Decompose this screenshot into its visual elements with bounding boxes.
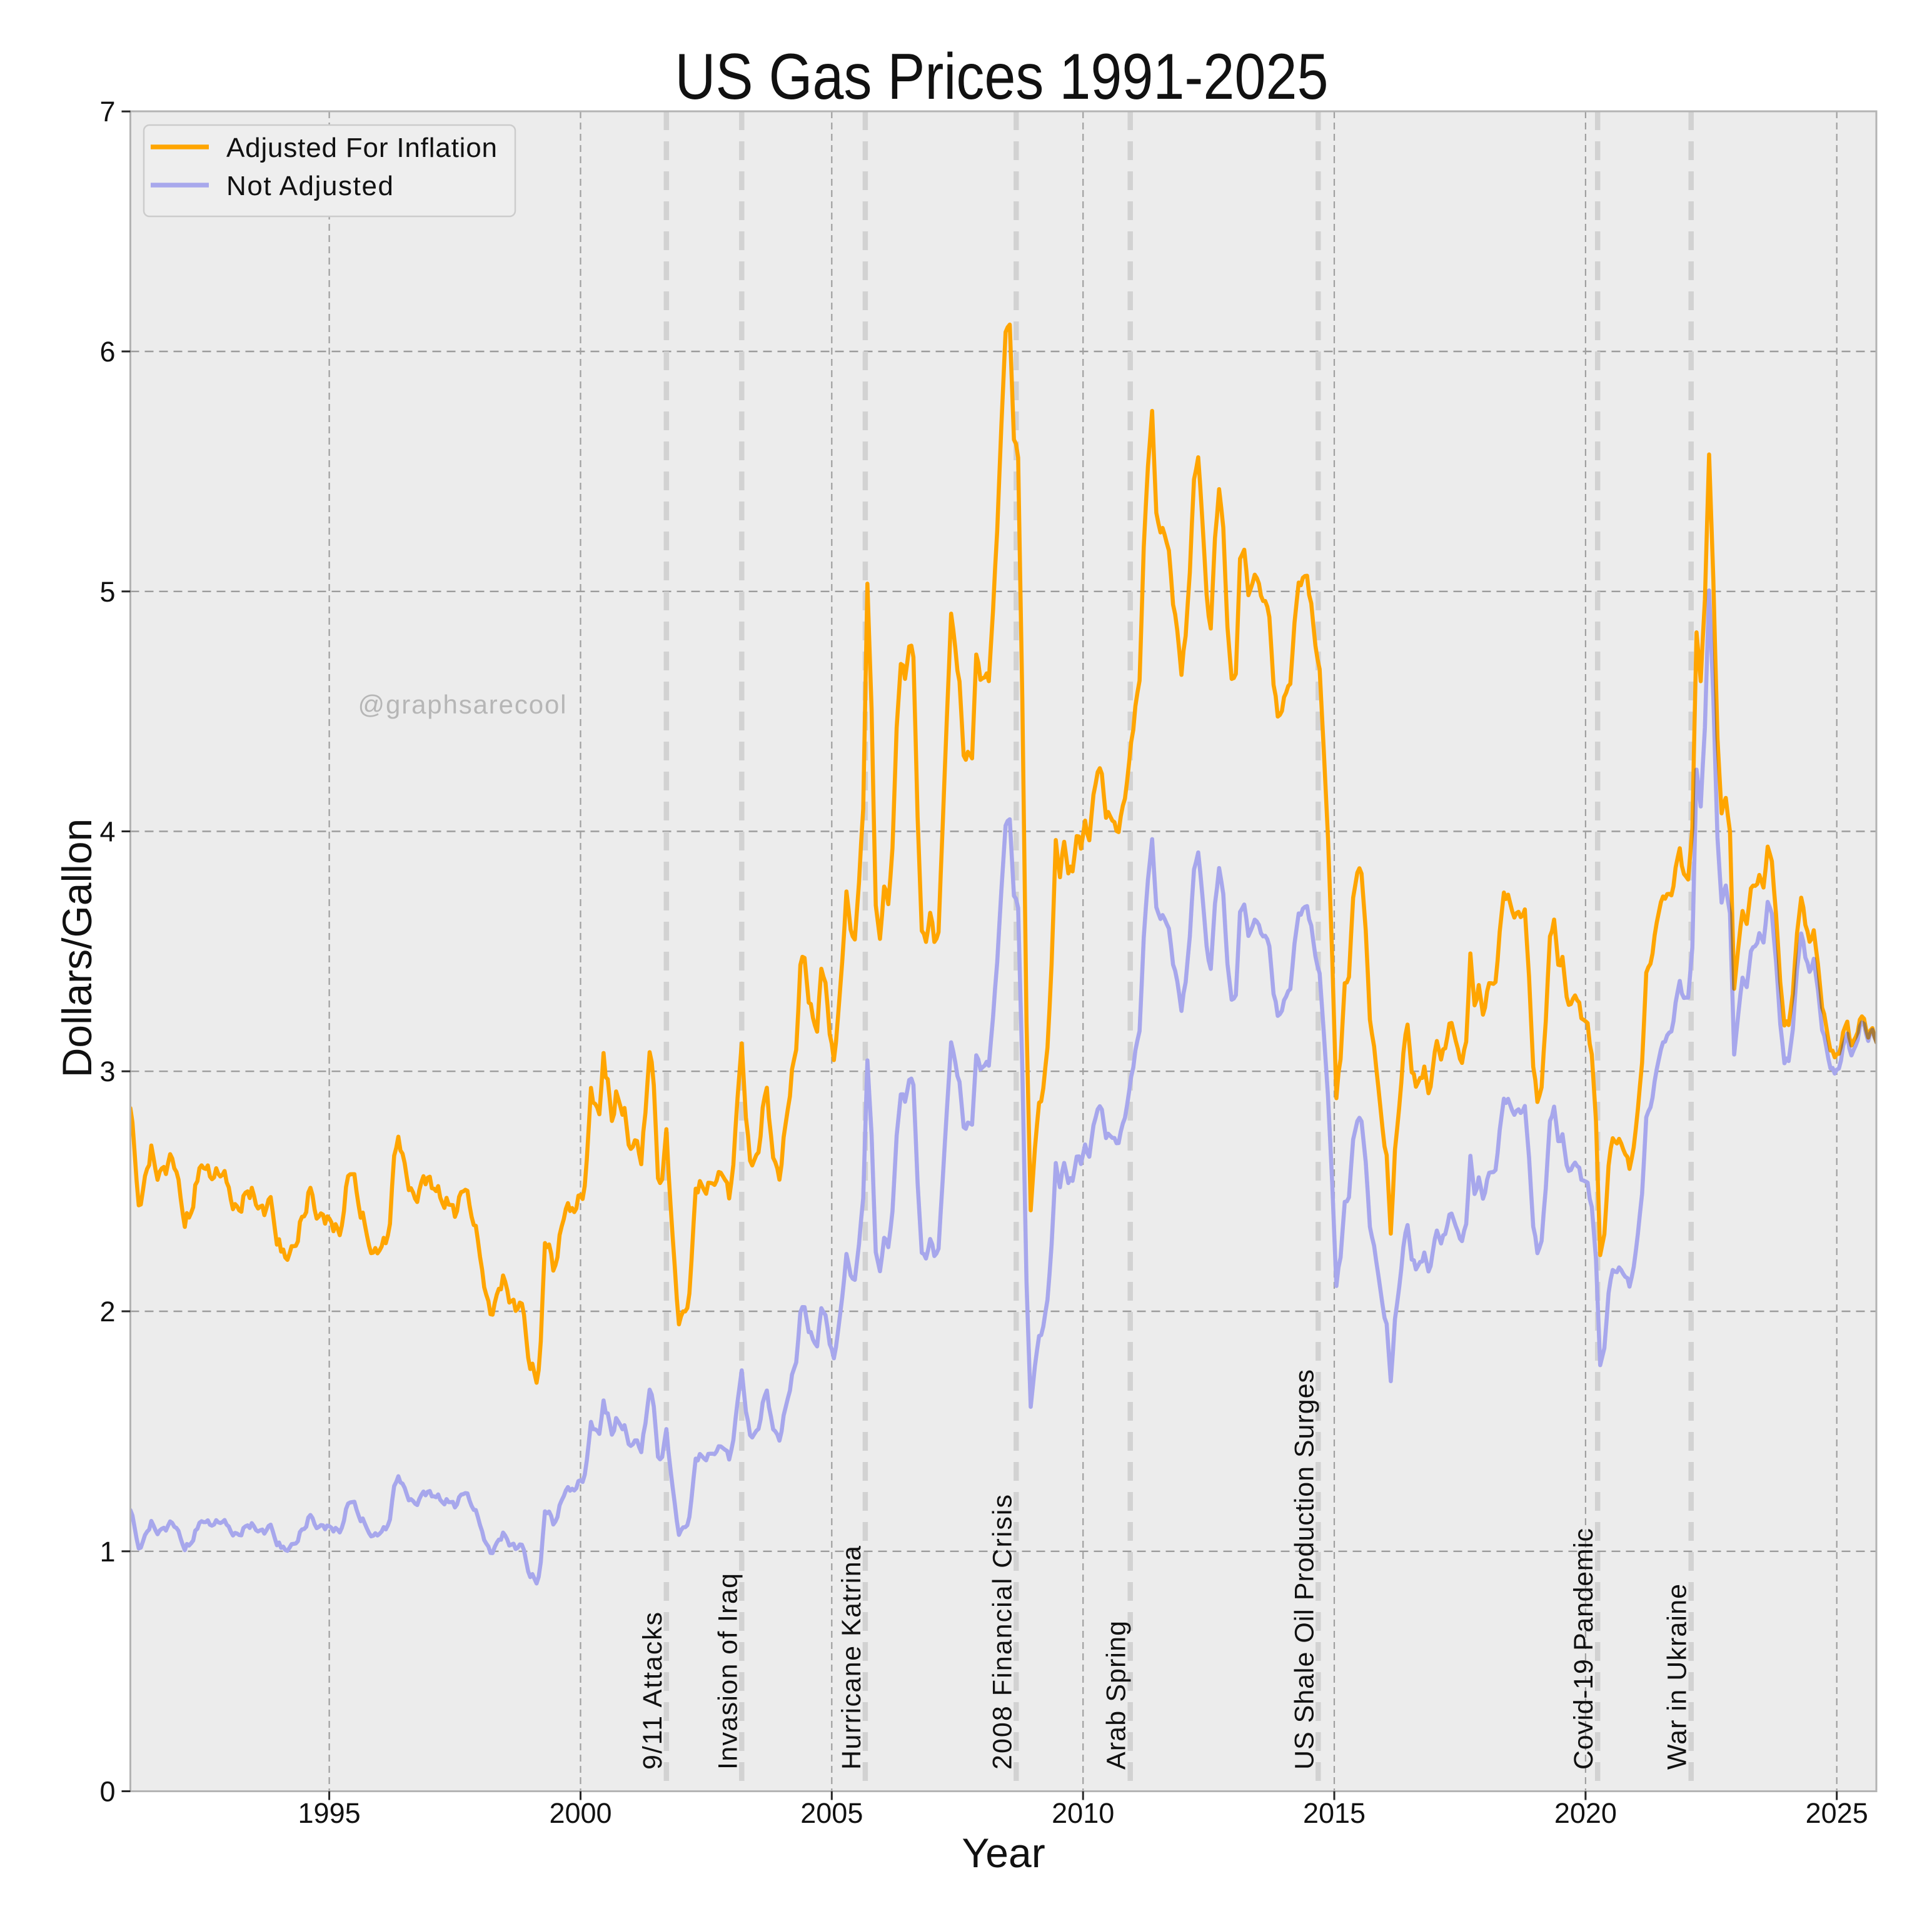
svg-text:1: 1	[99, 1536, 115, 1568]
svg-text:2025: 2025	[1806, 1797, 1868, 1829]
svg-text:4: 4	[99, 816, 115, 848]
svg-text:Hurricane Katrina: Hurricane Katrina	[837, 1546, 867, 1770]
svg-text:US Shale Oil Production Surges: US Shale Oil Production Surges	[1289, 1369, 1319, 1770]
svg-text:2010: 2010	[1052, 1797, 1114, 1829]
svg-text:7: 7	[99, 96, 115, 128]
svg-text:Adjusted For Inflation: Adjusted For Inflation	[226, 133, 497, 163]
svg-text:0: 0	[99, 1776, 115, 1808]
svg-text:2008 Financial Crisis: 2008 Financial Crisis	[987, 1495, 1017, 1770]
svg-text:2000: 2000	[549, 1797, 611, 1829]
svg-text:Arab Spring: Arab Spring	[1102, 1621, 1132, 1770]
svg-text:Invasion of Iraq: Invasion of Iraq	[713, 1573, 743, 1770]
svg-text:Dollars/Gallon: Dollars/Gallon	[54, 819, 100, 1078]
svg-text:Not Adjusted: Not Adjusted	[226, 171, 393, 201]
svg-text:6: 6	[99, 336, 115, 368]
svg-text:2: 2	[99, 1296, 115, 1328]
svg-text:Year: Year	[962, 1830, 1045, 1876]
svg-text:9/11 Attacks: 9/11 Attacks	[638, 1612, 668, 1770]
svg-text:3: 3	[99, 1056, 115, 1087]
svg-text:US Gas Prices 1991-2025: US Gas Prices 1991-2025	[675, 41, 1329, 113]
svg-text:Covid-19 Pandemic: Covid-19 Pandemic	[1569, 1528, 1599, 1770]
svg-text:5: 5	[99, 576, 115, 608]
svg-text:1995: 1995	[298, 1797, 361, 1829]
svg-text:@graphsarecool: @graphsarecool	[358, 690, 566, 719]
svg-text:2005: 2005	[800, 1797, 863, 1829]
svg-text:War in Ukraine: War in Ukraine	[1663, 1584, 1693, 1770]
svg-text:2015: 2015	[1303, 1797, 1366, 1829]
svg-text:2020: 2020	[1554, 1797, 1617, 1829]
